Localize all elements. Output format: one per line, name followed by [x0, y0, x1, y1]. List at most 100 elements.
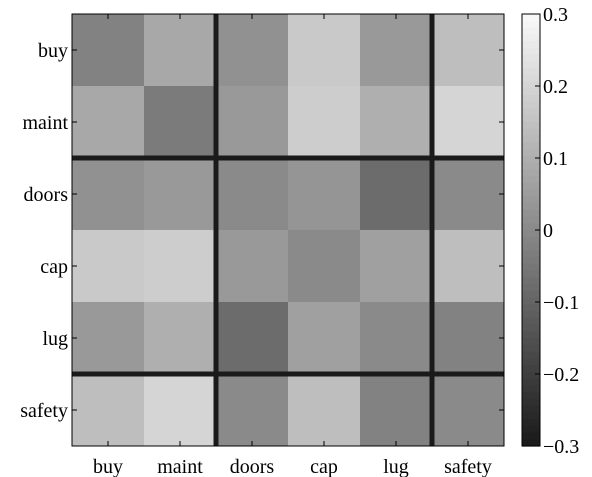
heatmap-cell [360, 14, 432, 86]
heatmap-cell [432, 14, 504, 86]
colorbar-step [522, 176, 540, 184]
heatmap-cell [432, 302, 504, 374]
colorbar-step [522, 270, 540, 278]
heatmap-cell [288, 230, 360, 302]
colorbar-step [522, 189, 540, 197]
colorbar-step [522, 155, 540, 164]
colorbar-step [522, 27, 540, 35]
colorbar-step [522, 115, 540, 123]
heatmap-cell [432, 158, 504, 230]
heatmap-cell [216, 14, 288, 86]
colorbar: 0.3 0.2 0.1 0 −0.1 −0.2 −0.3 [521, 4, 579, 458]
colorbar-step [522, 277, 540, 285]
colorbar-tick-label: −0.2 [543, 364, 579, 386]
heatmap-cell [216, 158, 288, 230]
colorbar-step [522, 47, 540, 56]
heatmap-cell [72, 14, 144, 86]
y-axis: buy maint doors cap lug safety [20, 40, 504, 422]
colorbar-step [522, 344, 540, 353]
colorbar-step [522, 358, 540, 366]
colorbar-step [522, 317, 540, 326]
heatmap-cell [144, 302, 216, 374]
colorbar-step [522, 263, 540, 272]
colorbar-tick-label: −0.1 [543, 292, 579, 314]
heatmap-cell [144, 374, 216, 446]
plot-frame [71, 13, 505, 447]
heatmap-cell [288, 374, 360, 446]
colorbar-step [522, 351, 540, 359]
group-separators [72, 14, 504, 446]
x-tick-label: buy [93, 456, 123, 477]
colorbar-step [522, 297, 540, 305]
heatmap-cell [72, 302, 144, 374]
colorbar-step [522, 304, 540, 312]
colorbar-step [522, 311, 540, 319]
x-tick-label: cap [310, 456, 338, 477]
heatmap-cell [288, 86, 360, 158]
heatmap-cell [72, 158, 144, 230]
colorbar-step [522, 81, 540, 89]
y-tick-label: maint [22, 112, 68, 134]
heatmap-cell [72, 374, 144, 446]
colorbar-step [522, 20, 540, 29]
y-tick-label: doors [24, 184, 69, 206]
x-tick-label: doors [230, 456, 275, 477]
heatmap-cell [72, 230, 144, 302]
colorbar-step [522, 108, 540, 116]
colorbar-step [522, 243, 540, 251]
colorbar-step [522, 149, 540, 157]
colorbar-step [522, 439, 540, 447]
x-axis: buy maint doors cap lug safety [93, 14, 492, 477]
colorbar-step [522, 74, 540, 83]
heatmap-cell [432, 230, 504, 302]
heatmap-cell [288, 14, 360, 86]
colorbar-step [522, 135, 540, 143]
heatmap-cell [432, 86, 504, 158]
colorbar-step [522, 101, 540, 110]
heatmap-cell [216, 302, 288, 374]
colorbar-step [522, 142, 540, 150]
colorbar-step [522, 14, 540, 22]
colorbar-step [522, 230, 540, 238]
colorbar-step [522, 419, 540, 427]
x-tick-label: maint [157, 456, 203, 477]
y-tick-label: cap [40, 256, 68, 278]
colorbar-step [522, 412, 540, 420]
colorbar-step [522, 34, 540, 42]
colorbar-step [522, 432, 540, 440]
heatmap-cell [360, 158, 432, 230]
colorbar-step [522, 290, 540, 299]
colorbar-step [522, 392, 540, 400]
colorbar-step [522, 425, 540, 434]
colorbar-step [522, 365, 540, 373]
colorbar-tick-label: 0.1 [543, 148, 568, 170]
heatmap-cell [144, 86, 216, 158]
colorbar-step [522, 54, 540, 62]
heatmap-cells [72, 14, 504, 446]
heatmap-cell [360, 86, 432, 158]
colorbar-step [522, 331, 540, 339]
x-tick-label: safety [444, 456, 492, 477]
colorbar-step [522, 182, 540, 191]
colorbar-step [522, 61, 540, 69]
colorbar-step [522, 203, 540, 211]
colorbar-step [522, 196, 540, 204]
colorbar-tick-label: 0.2 [543, 76, 568, 98]
colorbar-step [522, 371, 540, 380]
colorbar-step [522, 169, 540, 177]
heatmap-cell [288, 302, 360, 374]
colorbar-step [522, 250, 540, 258]
colorbar-step [522, 257, 540, 265]
heatmap-cell [144, 14, 216, 86]
heatmap-cell [360, 230, 432, 302]
colorbar-step [522, 398, 540, 407]
colorbar-step [522, 41, 540, 49]
heatmap-cell [216, 230, 288, 302]
colorbar-step [522, 405, 540, 413]
colorbar-step [522, 378, 540, 386]
colorbar-step [522, 88, 540, 96]
y-tick-label: buy [38, 40, 68, 62]
heatmap-cell [216, 86, 288, 158]
heatmap-cell [144, 230, 216, 302]
